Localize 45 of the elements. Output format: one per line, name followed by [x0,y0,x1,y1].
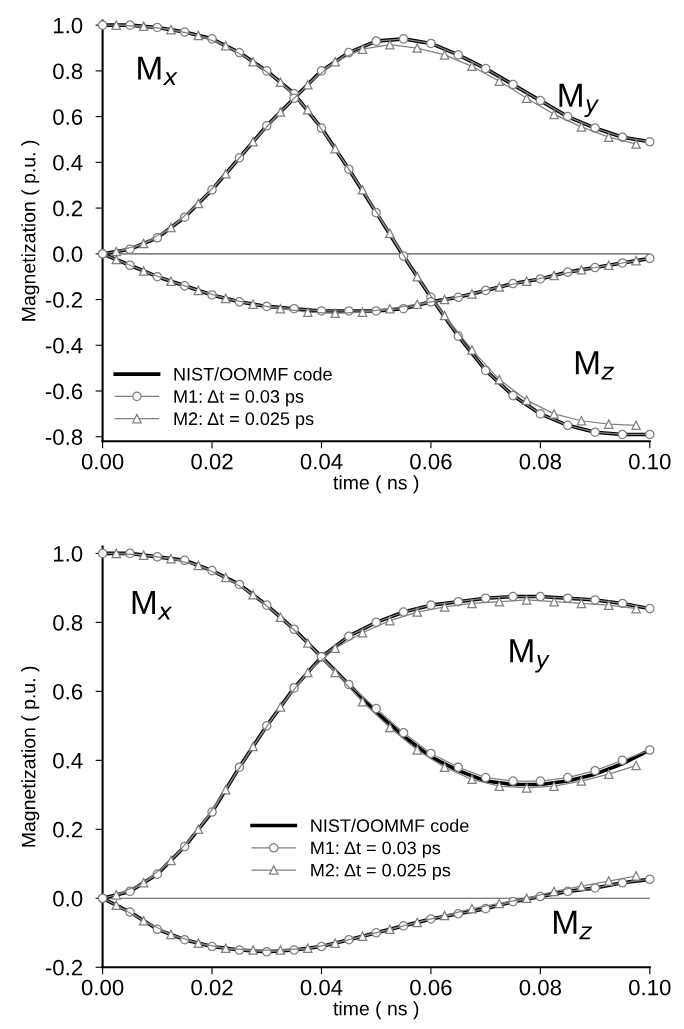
y-tick-label: -0.2 [45,292,83,308]
y-tick-label: -0.4 [45,337,83,354]
y-tick-label: -0.8 [45,429,83,446]
annotation: M$_{y}$ [510,639,550,673]
y-tick-label: 0.0 [53,246,83,263]
x-tick-label: 0.04 [300,453,343,470]
y-tick-label: 0.8 [53,63,83,80]
legend-label: M1: Δt = 0.03 ps [311,841,441,858]
annotation: M$_{z}$ [575,351,614,380]
annotation: M$_{y}$ [559,83,599,118]
x-tick-label: 0.08 [519,453,562,470]
x-tick-label: 0.08 [519,979,562,996]
y-tick-label: 1.0 [53,545,83,562]
y-axis-title: Magnetization ( p.u. ) [21,666,40,847]
x-axis-title: time ( ns ) [333,1001,419,1020]
y-tick-label: 0.6 [53,683,83,700]
annotation: M$_{z}$ [554,910,593,940]
x-tick-label: 0.02 [191,979,233,996]
y-tick-label: -0.2 [45,959,83,976]
x-tick-label: 0.04 [300,979,343,996]
y-tick-label: 1.0 [53,17,83,34]
legend-label: NIST/OOMMF code [174,367,332,381]
x-tick-label: 0.10 [629,979,671,996]
x-axis-title: time ( ns ) [333,475,419,494]
y-tick-label: 0.2 [53,821,83,838]
x-tick-label: 0.02 [191,453,233,470]
annotation: M$_{x}$ [132,591,173,620]
y-tick-label: 0.4 [53,154,83,171]
y-tick-label: -0.6 [45,383,83,400]
y-tick-label: 0.4 [53,752,83,769]
legend-label: M2: Δt = 0.025 ps [174,412,314,429]
y-tick-label: 0.8 [53,614,83,631]
y-tick-label: 0.2 [53,200,83,217]
annotation: M$_{x}$ [138,56,178,86]
y-axis-title: Magnetization ( p.u. ) [21,140,40,321]
x-tick-label: 0.06 [410,979,452,996]
legend-label: NIST/OOMMF code [311,818,469,833]
legend-label: M2: Δt = 0.025 ps [311,863,451,881]
x-tick-label: 0.10 [629,453,671,470]
x-tick-label: 0.00 [81,979,124,996]
legend-label: M1: Δt = 0.03 ps [174,390,304,407]
x-tick-label: 0.06 [410,453,452,470]
y-tick-label: 0.0 [53,890,83,907]
y-tick-label: 0.6 [53,109,83,125]
x-tick-label: 0.00 [81,453,124,470]
